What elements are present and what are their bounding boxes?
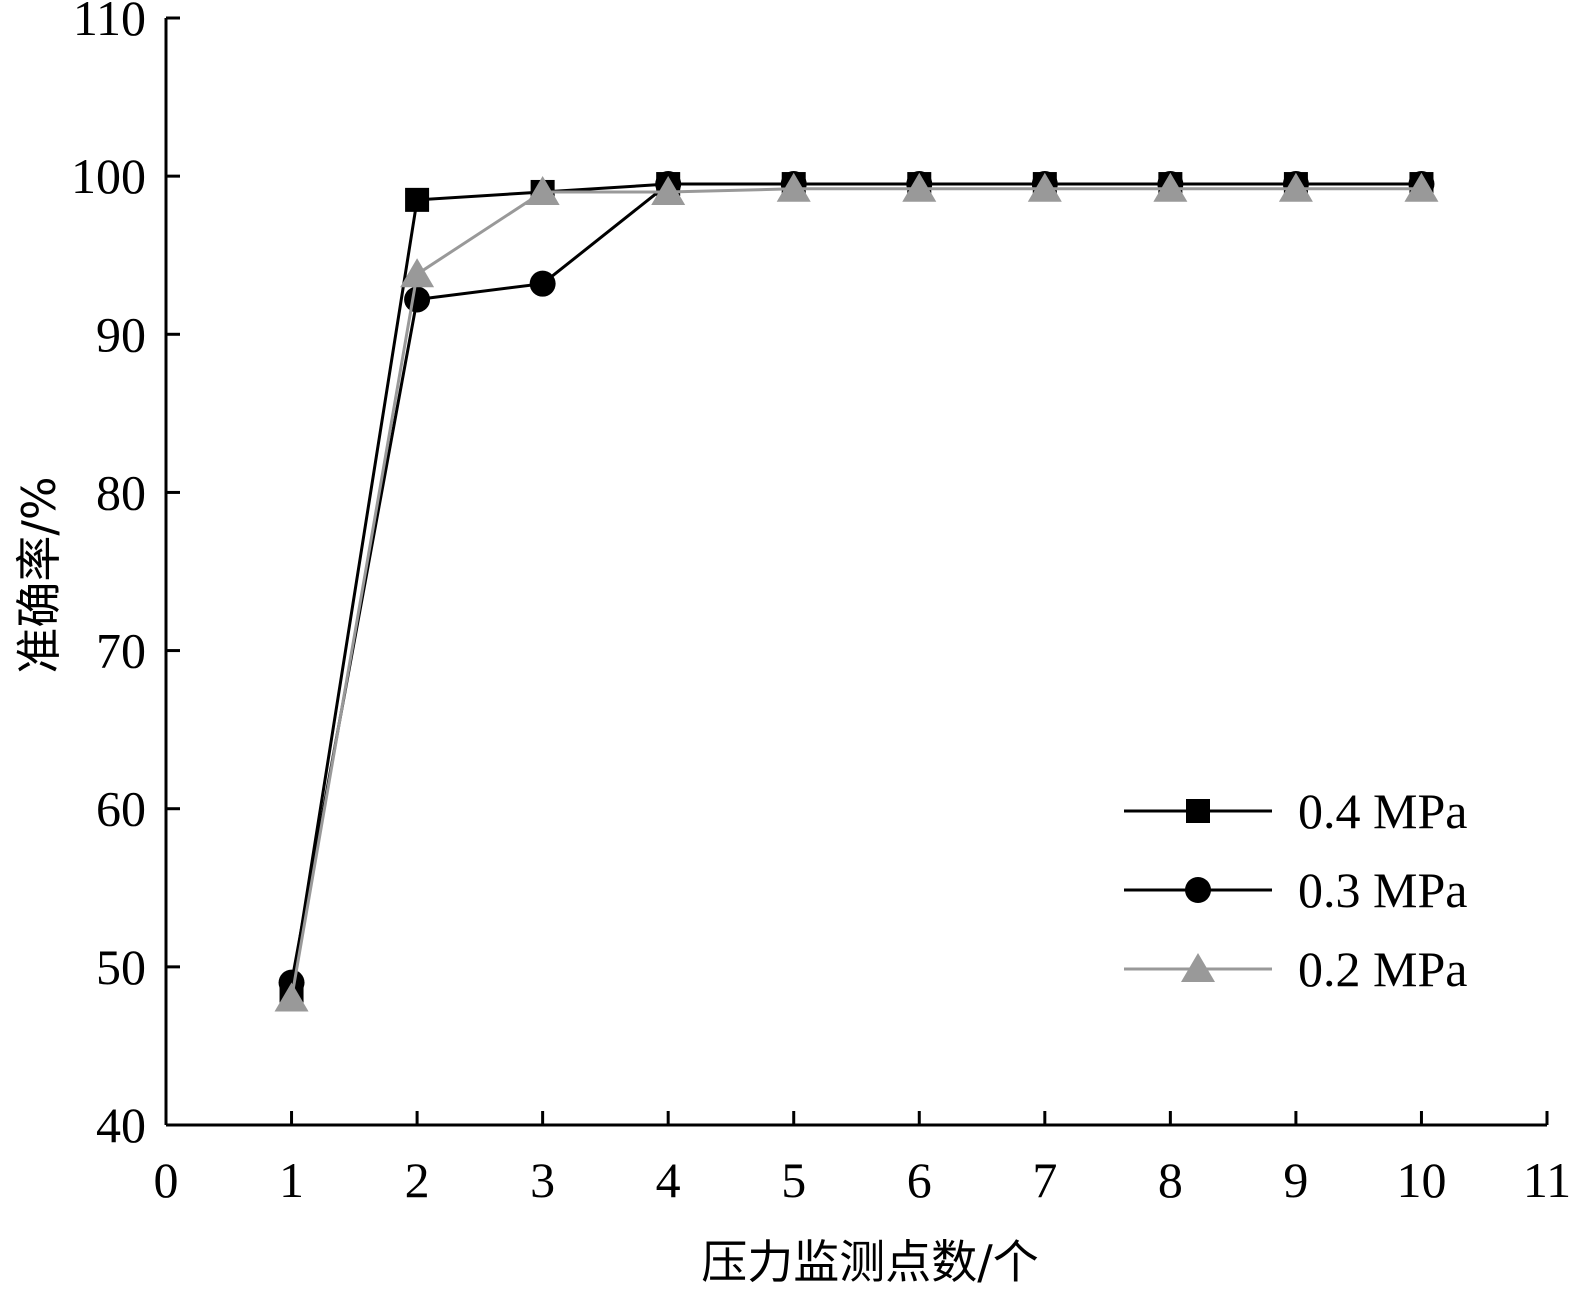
x-tick-label: 6 — [907, 1152, 932, 1208]
x-axis-title: 压力监测点数/个 — [701, 1235, 1039, 1289]
x-tick-label: 7 — [1032, 1152, 1057, 1208]
y-tick-label: 50 — [96, 939, 146, 995]
series-line — [290, 187, 1422, 999]
y-tick-label: 110 — [73, 0, 146, 46]
legend-label: 0.3 MPa — [1298, 862, 1467, 918]
y-tick-label: 80 — [96, 464, 146, 520]
y-tick-label: 40 — [96, 1097, 146, 1153]
data-point — [404, 286, 431, 313]
legend: 0.4 MPa 0.3 MPa 0.2 MPa — [1124, 783, 1467, 997]
y-tick-label: 60 — [96, 781, 146, 837]
data-point — [651, 175, 686, 205]
y-tick-label: 90 — [96, 306, 146, 362]
data-point — [1153, 172, 1188, 202]
data-point — [529, 270, 556, 297]
legend-marker — [1186, 799, 1210, 823]
data-point — [400, 258, 435, 288]
series-line — [290, 182, 1422, 983]
data-point — [902, 172, 937, 202]
legend-label: 0.4 MPa — [1298, 783, 1467, 839]
series-group — [274, 171, 1439, 1012]
x-tick-label: 2 — [405, 1152, 430, 1208]
x-tick-label: 8 — [1158, 1152, 1183, 1208]
x-tick-label: 10 — [1396, 1152, 1446, 1208]
x-tick-label: 0 — [154, 1152, 179, 1208]
x-tick-label: 9 — [1283, 1152, 1308, 1208]
ticks: 0 1 2 3 4 5 6 7 8 9 10 11 40 50 60 70 80 90 100 110 — [71, 0, 1571, 1208]
data-point — [776, 172, 811, 202]
legend-marker — [1181, 953, 1215, 982]
data-point — [1278, 172, 1313, 202]
x-tick-label: 11 — [1523, 1152, 1571, 1208]
series-triangle — [274, 172, 1439, 1012]
legend-marker — [1185, 877, 1211, 903]
series-circle — [278, 171, 1435, 996]
axes — [164, 18, 1547, 1127]
data-point — [274, 982, 309, 1012]
data-point — [525, 175, 560, 205]
x-tick-label: 5 — [781, 1152, 806, 1208]
x-tick-label: 4 — [656, 1152, 681, 1208]
data-point — [1404, 172, 1439, 202]
series-square — [279, 172, 1434, 1003]
y-tick-label: 100 — [71, 148, 146, 204]
data-point — [1027, 172, 1062, 202]
x-tick-label: 1 — [279, 1152, 304, 1208]
legend-label: 0.2 MPa — [1298, 941, 1467, 997]
series-line — [290, 182, 1422, 991]
y-tick-label: 70 — [96, 623, 146, 679]
data-point — [405, 187, 430, 212]
y-axis-title: 准确率/% — [12, 476, 66, 673]
x-tick-label: 3 — [530, 1152, 555, 1208]
